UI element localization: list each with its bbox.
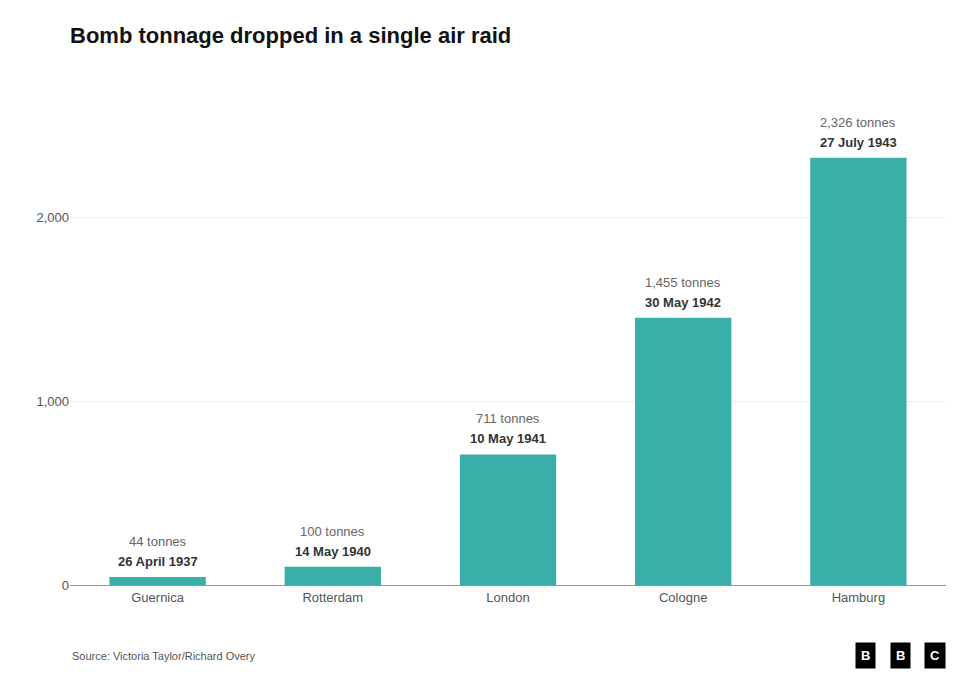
svg-text:Source: Victoria Taylor/Richar: Source: Victoria Taylor/Richard Overy <box>72 650 255 662</box>
svg-text:44 tonnes: 44 tonnes <box>129 534 187 549</box>
svg-text:30 May 1942: 30 May 1942 <box>645 295 721 310</box>
svg-text:2,326 tonnes: 2,326 tonnes <box>820 115 896 130</box>
svg-text:1,000: 1,000 <box>36 394 69 409</box>
svg-text:B: B <box>861 648 870 663</box>
svg-text:26 April 1937: 26 April 1937 <box>118 554 198 569</box>
svg-text:0: 0 <box>62 578 69 593</box>
svg-text:B: B <box>896 648 905 663</box>
svg-text:14 May 1940: 14 May 1940 <box>295 544 371 559</box>
svg-text:10 May 1941: 10 May 1941 <box>470 431 546 446</box>
svg-text:Hamburg: Hamburg <box>832 590 885 605</box>
svg-text:1,455 tonnes: 1,455 tonnes <box>645 275 721 290</box>
svg-text:Guernica: Guernica <box>131 590 185 605</box>
svg-text:Bomb tonnage dropped in a sing: Bomb tonnage dropped in a single air rai… <box>70 23 511 48</box>
svg-text:100 tonnes: 100 tonnes <box>300 524 365 539</box>
svg-text:2,000: 2,000 <box>36 210 69 225</box>
svg-text:C: C <box>930 648 940 663</box>
svg-text:711 tonnes: 711 tonnes <box>476 411 540 426</box>
svg-text:London: London <box>486 590 529 605</box>
svg-text:27 July 1943: 27 July 1943 <box>820 135 897 150</box>
svg-text:Rotterdam: Rotterdam <box>302 590 363 605</box>
svg-text:Cologne: Cologne <box>659 590 707 605</box>
